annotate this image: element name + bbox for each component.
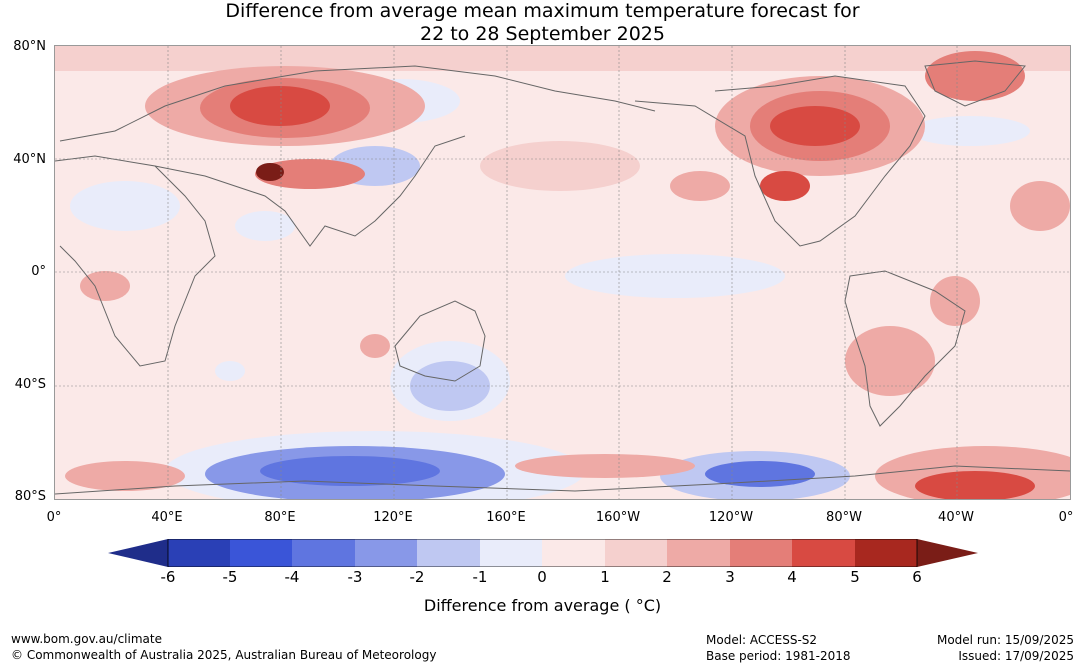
lat-label-80s: 80°S <box>14 489 46 504</box>
base-period-text: Base period: 1981-2018 <box>706 649 851 663</box>
lon-label-160e: 160°E <box>486 510 526 525</box>
colorbar-tick: -3 <box>347 568 363 586</box>
warm-patch <box>65 461 185 491</box>
warm-patch <box>480 141 640 191</box>
warm-patch <box>80 271 130 301</box>
colorbar-segment <box>417 539 480 567</box>
warm-patch <box>255 159 365 189</box>
cool-patch <box>235 211 295 241</box>
coastline-north-america <box>634 75 926 247</box>
colorbar-tick: 1 <box>600 568 610 586</box>
colorbar-tick: -2 <box>409 568 425 586</box>
colorbar-tick: 6 <box>912 568 922 586</box>
coastline-south-america <box>844 270 966 427</box>
warm-patch <box>256 163 284 181</box>
warm-patch <box>845 326 935 396</box>
warm-patch <box>930 276 980 326</box>
warm-anomaly-layer <box>55 46 1070 499</box>
cool-patch <box>410 361 490 411</box>
colorbar-segment <box>792 539 855 567</box>
lat-label-40n: 40°N <box>13 152 46 167</box>
coastline-antarctica <box>55 465 1070 495</box>
colorbar-segment <box>230 539 292 567</box>
cool-patch <box>910 116 1030 146</box>
warm-patch <box>1010 181 1070 231</box>
issued-text: Issued: 17/09/2025 <box>958 649 1074 663</box>
lon-label-0-right: 0° <box>1058 510 1074 525</box>
warm-patch <box>55 46 1070 71</box>
colorbar-tick: 4 <box>787 568 797 586</box>
model-text: Model: ACCESS-S2 <box>706 633 818 647</box>
warm-patch <box>760 171 810 201</box>
lon-label-80e: 80°E <box>264 510 296 525</box>
coastline-layer <box>55 60 1070 495</box>
lat-label-equator: 0° <box>31 264 46 279</box>
warm-patch <box>360 334 390 358</box>
lon-label-40e: 40°E <box>151 510 183 525</box>
colorbar-segment <box>730 539 792 567</box>
colorbar-segment <box>667 539 730 567</box>
colorbar-tick: -4 <box>284 568 300 586</box>
colorbar-tick: -1 <box>472 568 488 586</box>
colorbar-segment <box>542 539 605 567</box>
lon-label-120e: 120°E <box>373 510 413 525</box>
coastline-greenland <box>924 60 1026 107</box>
colorbar-low-arrow <box>108 539 168 567</box>
warm-patch <box>915 471 1035 499</box>
colorbar-segment <box>168 539 230 567</box>
coastline-eurasia <box>59 65 656 247</box>
colorbar-segment <box>292 539 355 567</box>
colorbar-high-arrow <box>917 539 978 567</box>
warm-patch <box>515 454 695 478</box>
colorbar-tick: 3 <box>725 568 735 586</box>
graticule <box>55 46 1070 499</box>
cool-patch <box>70 181 180 231</box>
colorbar-outline <box>167 539 918 567</box>
colorbar-segment <box>480 539 542 567</box>
title-line-2: 22 to 28 September 2025 <box>420 23 665 45</box>
title-line-1: Difference from average mean maximum tem… <box>225 0 860 22</box>
warm-patch <box>670 171 730 201</box>
colorbar-tick: -6 <box>160 568 176 586</box>
colorbar <box>108 539 978 567</box>
lon-label-120w: 120°W <box>708 510 754 525</box>
colorbar-label: Difference from average ( °C) <box>423 596 662 615</box>
colorbar-tick: 5 <box>850 568 860 586</box>
coastline-australia <box>394 300 486 382</box>
colorbar-segment <box>355 539 417 567</box>
cool-patch <box>565 254 785 298</box>
lon-label-0-left: 0° <box>46 510 62 525</box>
website-link[interactable]: www.bom.gov.au/climate <box>11 632 162 646</box>
colorbar-tick: -5 <box>222 568 238 586</box>
lon-label-160w: 160°W <box>595 510 641 525</box>
colorbar-segment <box>855 539 917 567</box>
lat-label-80n: 80°N <box>13 39 46 54</box>
forecast-map <box>54 45 1071 500</box>
map-svg <box>55 46 1070 499</box>
map-title: Difference from average mean maximum tem… <box>0 0 1085 46</box>
warm-patch <box>770 106 860 146</box>
colorbar-tick: 2 <box>662 568 672 586</box>
lat-label-40s: 40°S <box>14 377 46 392</box>
lon-label-40w: 40°W <box>938 510 974 525</box>
cool-patch <box>260 456 440 486</box>
cool-patch <box>215 361 245 381</box>
copyright-text: © Commonwealth of Australia 2025, Austra… <box>11 648 437 662</box>
colorbar-segment <box>605 539 667 567</box>
coastline-africa <box>55 155 216 367</box>
warm-patch <box>230 86 330 126</box>
lon-label-80w: 80°W <box>826 510 862 525</box>
cool-patch <box>705 461 815 487</box>
model-run-text: Model run: 15/09/2025 <box>936 633 1074 647</box>
colorbar-tick: 0 <box>537 568 547 586</box>
